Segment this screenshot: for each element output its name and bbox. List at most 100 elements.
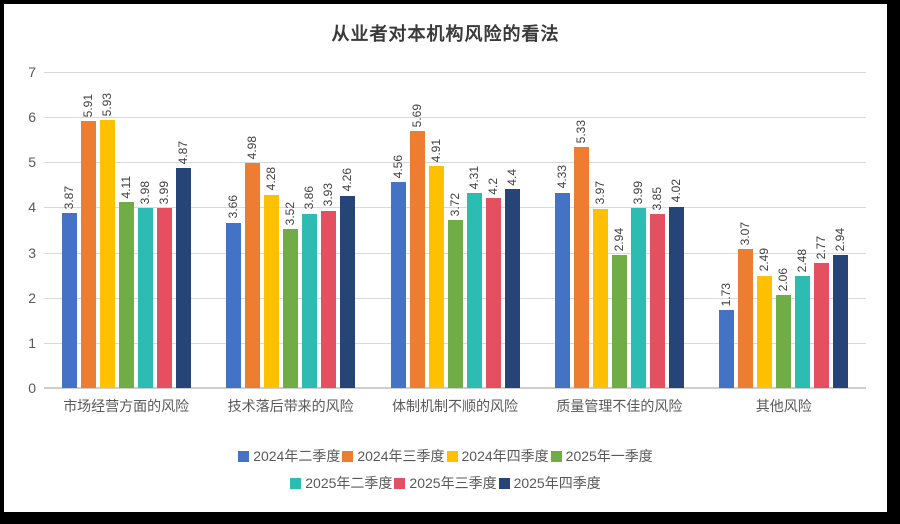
data-label: 5.91 (80, 93, 95, 118)
data-label: 3.98 (137, 180, 152, 205)
gridline (44, 162, 866, 164)
gridline (44, 117, 866, 119)
legend-swatch-icon (550, 450, 562, 462)
data-label: 3.85 (649, 186, 664, 211)
data-label: 4.31 (466, 166, 481, 190)
bar (156, 207, 172, 388)
data-label: 3.97 (592, 181, 607, 205)
bar (649, 214, 665, 388)
bar (554, 192, 570, 388)
bar (447, 220, 463, 388)
bar (264, 194, 280, 388)
gridline (44, 207, 866, 209)
legend-swatch-icon (290, 477, 302, 489)
bar (776, 295, 792, 388)
bar (409, 131, 425, 388)
category-label: 体制机制不顺的风险 (391, 398, 518, 414)
bar (390, 182, 406, 388)
data-label: 1.73 (719, 282, 734, 306)
chart-title: 从业者对本机构风险的看法 (331, 24, 560, 44)
bar (80, 121, 96, 388)
y-axis-tick-label: 4 (28, 199, 36, 216)
bar (573, 147, 589, 388)
bar (175, 168, 191, 388)
x-axis-line (44, 387, 866, 389)
y-axis-tick-label: 5 (28, 154, 36, 171)
data-label: 2.49 (757, 248, 772, 272)
legend-label: 2025年二季度 (305, 475, 393, 491)
bar (668, 206, 684, 388)
category-label: 其他风险 (755, 398, 812, 414)
legend: 2024年二季度 2024年三季度 2024年四季度 2025年一季度 2025年二季度… (4, 446, 887, 493)
legend-item: 2025年三季度 (394, 473, 497, 493)
gridline (44, 72, 866, 73)
data-label: 2.94 (833, 227, 848, 252)
bar (340, 195, 356, 388)
data-label: 3.86 (302, 186, 317, 210)
legend-item: 2024年二季度 (238, 446, 340, 466)
data-label: 3.99 (156, 180, 171, 204)
data-label: 4.91 (428, 139, 443, 163)
bar (814, 262, 830, 388)
bar (485, 198, 501, 388)
data-label: 2.06 (776, 267, 791, 292)
bar (245, 163, 261, 388)
legend-label: 2025年四季度 (513, 475, 601, 491)
y-axis-tick-label: 6 (28, 109, 36, 126)
bar (611, 255, 627, 388)
legend-item: 2025年四季度 (498, 473, 601, 493)
legend-label: 2024年三季度 (357, 448, 445, 464)
legend-row: 2024年二季度 2024年三季度 2024年四季度 2025年一季度 (237, 446, 654, 466)
bar (302, 213, 318, 388)
data-label: 2.77 (814, 235, 829, 259)
legend-row: 2025年二季度 2025年三季度 2025年四季度 (289, 473, 601, 493)
legend-swatch-icon (342, 450, 354, 462)
data-label: 4.02 (668, 179, 683, 203)
legend-item: 2025年二季度 (290, 473, 392, 493)
y-axis-tick-label: 0 (28, 380, 36, 396)
bar (428, 166, 444, 388)
data-label: 5.33 (573, 120, 588, 144)
data-label: 3.72 (447, 192, 462, 217)
data-label: 2.94 (611, 227, 626, 252)
y-axis-tick-label: 2 (28, 289, 36, 306)
data-label: 4.2 (485, 177, 500, 195)
data-label: 5.93 (99, 92, 114, 117)
legend-label: 2025年一季度 (565, 448, 653, 464)
x-axis-labels: 市场经营方面的风险 技术落后带来的风险 体制机制不顺的风险 质量管理不佳的风险 其他风险 (44, 396, 866, 418)
data-label: 3.87 (61, 185, 76, 210)
y-axis-tick-label: 7 (28, 64, 36, 80)
data-label: 4.11 (118, 176, 133, 199)
data-label: 5.69 (409, 103, 424, 128)
bar (757, 275, 773, 388)
bar (99, 120, 115, 388)
bar (833, 255, 849, 388)
bar (719, 309, 735, 388)
data-label: 3.99 (630, 180, 645, 204)
bar (466, 193, 482, 388)
data-label: 4.28 (264, 167, 279, 191)
data-label: 4.87 (175, 140, 190, 165)
category-label: 市场经营方面的风险 (63, 398, 190, 414)
y-axis-tick-label: 1 (28, 334, 36, 351)
y-axis-tick-label: 3 (28, 244, 36, 261)
data-label: 3.93 (321, 183, 336, 207)
legend-item: 2024年三季度 (342, 446, 445, 466)
legend-label: 2024年四季度 (461, 448, 549, 464)
legend-swatch-icon (394, 477, 406, 489)
bar (321, 210, 337, 388)
category-label: 技术落后带来的风险 (227, 398, 354, 414)
plot-area: 3.87 5.91 5.93 4.11 3.98 3.99 4.87 3.66 4.98 4.28… (44, 72, 866, 389)
data-label: 4.98 (245, 135, 260, 160)
legend-label: 2024年二季度 (253, 448, 341, 464)
legend-swatch-icon (238, 450, 250, 462)
legend-swatch-icon (446, 450, 458, 462)
bar (738, 249, 754, 388)
data-label: 3.07 (738, 222, 753, 246)
data-label: 4.26 (340, 168, 355, 192)
category-label: 质量管理不佳的风险 (556, 398, 683, 414)
legend-item: 2024年四季度 (446, 446, 549, 466)
data-label: 3.52 (283, 201, 298, 226)
data-label: 4.33 (554, 165, 569, 189)
